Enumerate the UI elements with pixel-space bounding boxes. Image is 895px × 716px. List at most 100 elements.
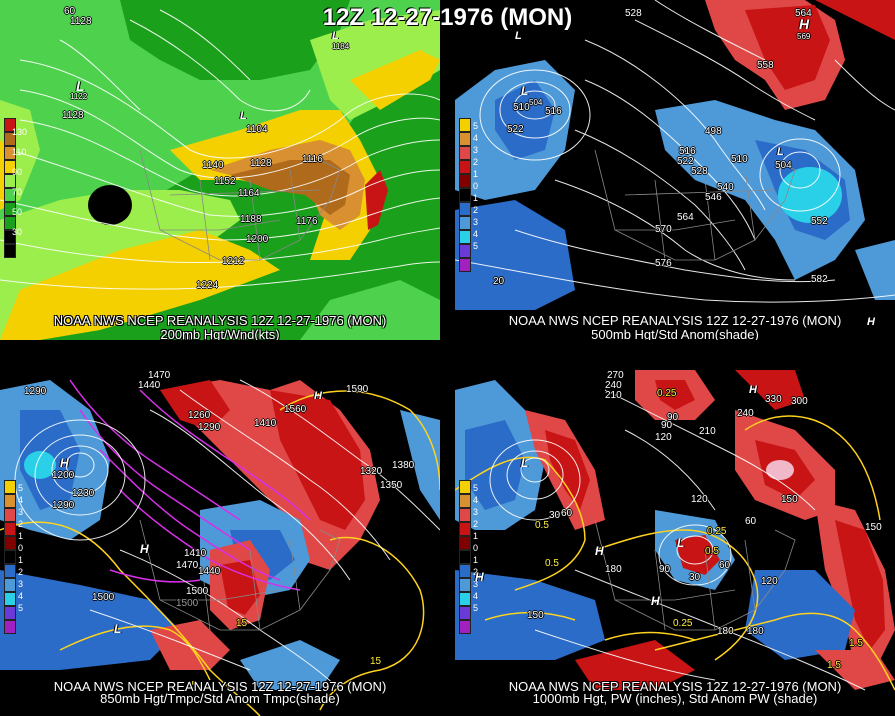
height-label: 510: [731, 154, 748, 165]
height-label: 498: [705, 126, 722, 137]
height-label: 60: [719, 560, 731, 571]
high-marker: H: [799, 16, 810, 32]
height-label: 1350: [380, 480, 403, 491]
height-label: 1440: [138, 380, 161, 391]
temperature-label: 15: [236, 618, 248, 629]
height-label: 240: [605, 380, 622, 391]
pw-label: 1.5: [827, 660, 841, 671]
pw-label: 0.25: [673, 618, 693, 629]
height-label: 180: [717, 626, 734, 637]
height-label: 1500: [176, 598, 199, 609]
map-title: 12Z 12-27-1976 (MON): [322, 4, 573, 31]
height-label: 120: [761, 576, 778, 587]
pw-label: 0.25: [657, 388, 677, 399]
height-label: 1184: [332, 42, 350, 51]
height-label: 1164: [238, 188, 260, 199]
temperature-label: 15: [186, 680, 198, 691]
pw-label: 0.5: [705, 546, 719, 557]
height-label: 1128: [250, 158, 272, 169]
height-label: 1230: [72, 488, 95, 499]
height-label: 1200: [52, 470, 75, 481]
height-label: 1188: [240, 214, 262, 225]
anomaly-shade-map: [455, 0, 895, 340]
height-label: 1380: [392, 460, 415, 471]
height-label: 528: [625, 8, 642, 19]
low-marker: L: [521, 84, 529, 98]
height-label: 1320: [360, 466, 383, 477]
height-label: 1176: [296, 216, 318, 227]
height-label: 30: [689, 572, 701, 583]
height-label: 546: [705, 192, 722, 203]
height-label: 522: [507, 124, 524, 135]
high-marker: H: [475, 570, 484, 584]
height-label: 120: [655, 432, 672, 443]
height-label: 582: [811, 274, 828, 285]
height-label: 1128: [62, 110, 84, 121]
height-label: 1500: [92, 592, 115, 603]
low-marker: L: [114, 622, 122, 636]
panel-caption-line1: NOAA NWS NCEP REANALYSIS 12Z 12-27-1976 …: [53, 313, 387, 328]
low-marker: L: [515, 30, 522, 42]
height-label: 1224: [196, 280, 219, 291]
height-label: 30: [549, 510, 561, 521]
height-label: 1440: [198, 566, 221, 577]
panel-caption-line1: NOAA NWS NCEP REANALYSIS 12Z 12-27-1976 …: [53, 679, 387, 694]
low-marker: L: [677, 536, 685, 550]
pw-label: 0.5: [545, 558, 559, 569]
height-label: 564: [795, 8, 812, 19]
height-label: 1590: [346, 384, 369, 395]
height-label: 150: [527, 610, 544, 621]
height-label: 1116: [302, 154, 323, 165]
temp-anomaly-shade-map: [0, 370, 440, 716]
height-label: 516: [679, 146, 696, 157]
height-label: 60: [561, 508, 573, 519]
pw-label: 0.25: [707, 526, 727, 537]
height-label: 1500: [186, 586, 209, 597]
height-label: 569: [797, 32, 811, 41]
low-marker: L: [76, 78, 85, 94]
height-label: 1410: [254, 418, 277, 429]
grid-label: 20: [493, 276, 505, 287]
high-marker: H: [314, 390, 322, 402]
height-label: 1122: [70, 92, 88, 101]
height-label: 120: [691, 494, 708, 505]
panel-caption-line2: 500mb Hgt/Std Anom(shade): [591, 327, 759, 340]
height-label: 1152: [214, 176, 236, 187]
height-label: 150: [865, 522, 882, 533]
high-marker: H: [651, 594, 660, 608]
grid-label: 60: [64, 6, 76, 17]
low-marker: L: [240, 110, 247, 122]
panel-caption-line2: 200mb Hgt/Wnd(kts): [160, 327, 280, 340]
panel-caption-line1: NOAA NWS NCEP REANALYSIS 12Z 12-27-1976 …: [508, 679, 842, 694]
temperature-label: 15: [370, 656, 382, 667]
height-label: 510: [513, 102, 530, 113]
height-label: 210: [699, 426, 716, 437]
height-label: 558: [757, 60, 774, 71]
height-label: 1290: [24, 386, 47, 397]
high-marker: H: [749, 384, 757, 396]
high-marker: H: [867, 316, 875, 328]
height-label: 516: [545, 106, 562, 117]
height-label: 1260: [188, 410, 211, 421]
height-label: 1212: [222, 256, 245, 267]
wind-shade-map: [0, 0, 440, 340]
height-label: 180: [747, 626, 764, 637]
height-label: 210: [605, 390, 622, 401]
height-label: 564: [677, 212, 694, 223]
pw-label: 1.5: [849, 638, 863, 649]
height-label: 1470: [176, 560, 199, 571]
low-marker: L: [521, 456, 529, 470]
anomaly-color-legend: [459, 118, 471, 272]
low-marker: L: [777, 146, 784, 158]
wind-legend-labels: 130 110 90 70 50 30: [12, 127, 28, 237]
height-label: 270: [607, 370, 624, 381]
height-label: 60: [745, 516, 757, 527]
wind-speed-color-legend: [4, 118, 16, 258]
height-label: 552: [811, 216, 828, 227]
